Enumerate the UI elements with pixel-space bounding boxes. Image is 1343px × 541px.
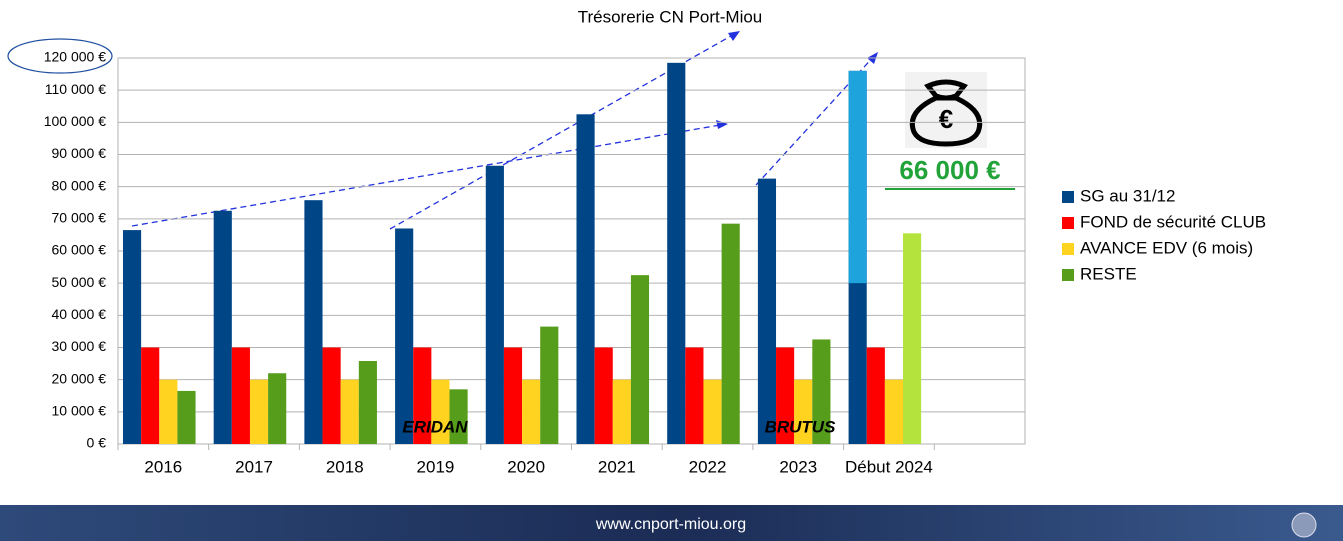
y-tick-label: 50 000 € (52, 274, 107, 290)
footer-band (0, 505, 1343, 541)
x-tick-label: Début 2024 (845, 457, 933, 476)
money-bag: € (905, 72, 987, 148)
legend-swatch (1062, 269, 1074, 281)
bar (213, 210, 232, 444)
bar (322, 347, 341, 444)
x-tick-label: 2017 (235, 457, 273, 476)
bar (667, 62, 686, 444)
bar (503, 347, 523, 444)
x-tick-label: 2021 (598, 457, 636, 476)
legend-label: RESTE (1080, 264, 1137, 283)
bar (866, 347, 885, 444)
legend-swatch (1062, 217, 1074, 229)
chart-title: Trésorerie CN Port-Miou (578, 7, 763, 26)
bar (268, 373, 287, 444)
y-tick-label: 30 000 € (52, 338, 107, 354)
annotation: 66 000 € (899, 155, 1000, 185)
bar (431, 379, 450, 444)
bar (794, 379, 813, 444)
y-tick-label: 100 000 € (44, 113, 106, 129)
bar (449, 389, 468, 444)
x-tick-label: 2019 (417, 457, 455, 476)
bar (685, 347, 704, 444)
annotation: ERIDAN (402, 417, 468, 436)
footer-logo (1291, 512, 1317, 538)
bar (522, 379, 541, 444)
y-tick-label: 40 000 € (52, 306, 107, 322)
legend-label: AVANCE EDV (6 mois) (1080, 238, 1253, 257)
bar (612, 379, 631, 444)
bar (122, 230, 142, 444)
bar (757, 178, 777, 444)
x-tick-label: 2023 (779, 457, 817, 476)
y-tick-label: 60 000 € (52, 242, 107, 258)
bar (159, 379, 178, 444)
bar (903, 233, 922, 444)
x-tick-label: 2022 (689, 457, 727, 476)
x-tick-label: 2016 (144, 457, 182, 476)
legend-label: SG au 31/12 (1080, 186, 1175, 205)
footer-url: www.cnport-miou.org (595, 516, 746, 533)
bar (721, 223, 740, 444)
y-tick-label: 120 000 € (44, 49, 106, 65)
bar (304, 200, 323, 444)
bar (540, 326, 559, 444)
svg-text:€: € (939, 104, 953, 134)
bar (413, 347, 432, 444)
y-tick-label: 90 000 € (52, 145, 107, 161)
y-tick-label: 110 000 € (45, 81, 106, 97)
bar (249, 379, 269, 444)
bar (776, 347, 795, 444)
bar (395, 228, 414, 444)
legend-swatch (1062, 191, 1074, 203)
annotation: BRUTUS (765, 417, 836, 436)
y-tick-label: 70 000 € (52, 210, 107, 226)
x-tick-label: 2020 (507, 457, 545, 476)
y-tick-label: 20 000 € (52, 370, 107, 386)
bar (485, 165, 504, 444)
bar (177, 390, 196, 444)
bar (812, 339, 831, 444)
bar (630, 275, 650, 444)
bar (594, 347, 613, 444)
legend-label: FOND de sécurité CLUB (1080, 212, 1266, 231)
bar (141, 347, 160, 444)
bar (231, 347, 250, 444)
bar (576, 114, 595, 445)
bar-highlight (848, 70, 867, 284)
bar (340, 379, 359, 444)
bar (884, 379, 904, 444)
y-tick-label: 0 € (87, 435, 107, 451)
legend-swatch (1062, 243, 1074, 255)
bar (703, 379, 722, 444)
x-tick-label: 2018 (326, 457, 364, 476)
y-tick-label: 80 000 € (52, 177, 107, 193)
y-tick-label: 10 000 € (52, 403, 107, 419)
bar (358, 361, 377, 444)
circle-decoration (7, 38, 113, 74)
